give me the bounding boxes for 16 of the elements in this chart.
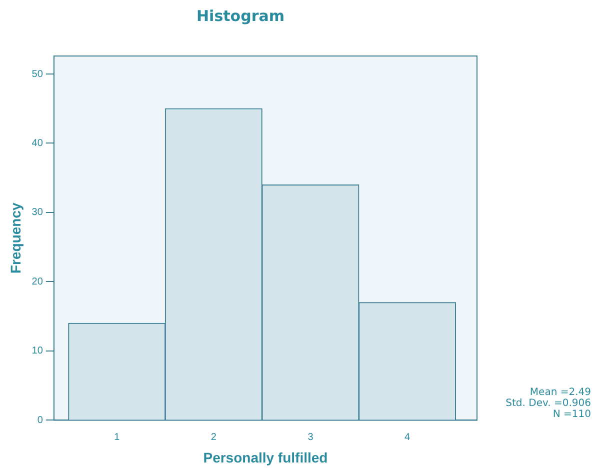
text: Std. Dev. =0.906 xyxy=(506,398,591,409)
chart-title: Histogram xyxy=(196,6,284,25)
y-tick-label: 20 xyxy=(32,276,44,288)
y-axis-title: Frequency xyxy=(7,202,24,274)
x-tick-label: 2 xyxy=(210,432,217,443)
text: N =110 xyxy=(552,409,591,420)
x-tick-label: 1 xyxy=(114,432,120,443)
y-tick-label: 30 xyxy=(32,207,44,218)
x-axis-title: Personally fulfilled xyxy=(203,449,328,466)
x-tick-label: 4 xyxy=(404,432,411,443)
y-tick-label: 0 xyxy=(37,414,44,426)
text: Mean =2.49 xyxy=(528,387,591,398)
y-tick-label: 40 xyxy=(32,138,44,149)
x-tick-label: 3 xyxy=(308,432,314,443)
y-tick-label: 50 xyxy=(32,68,44,80)
y-tick-label: 10 xyxy=(32,346,44,357)
